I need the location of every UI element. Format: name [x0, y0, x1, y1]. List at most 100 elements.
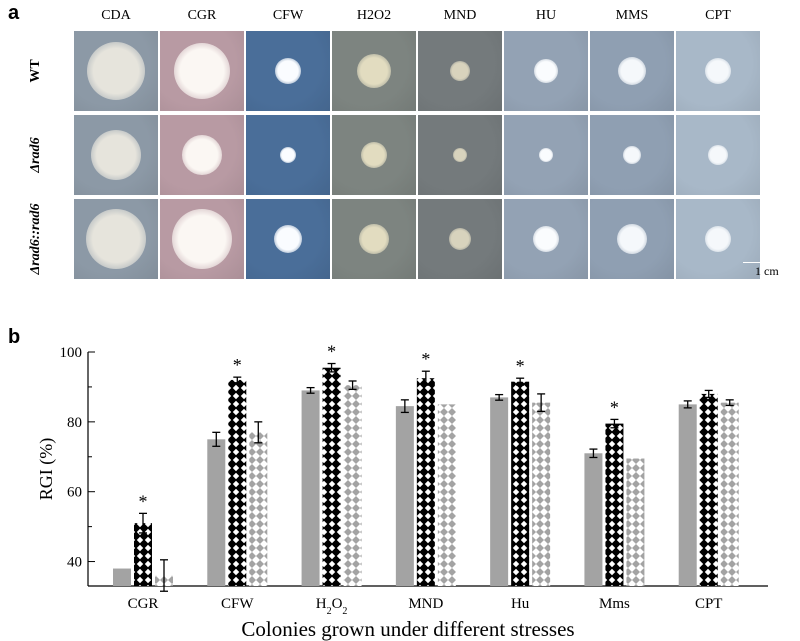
- y-tick-label: 60: [67, 485, 82, 501]
- colony: [449, 228, 471, 250]
- bar-cpt-s1: [699, 393, 718, 586]
- error-bar-h2o2-s2: [348, 380, 357, 391]
- bar-h2o2-s0: [301, 390, 320, 586]
- colony-cell-0-cfw: [246, 31, 330, 111]
- bar-hu-s0: [490, 397, 509, 586]
- colony-cell-2-mms: [590, 199, 674, 279]
- column-label-cpt: CPT: [705, 8, 731, 23]
- x-axis-label: Colonies grown under different stresses: [241, 617, 574, 641]
- error-bar-h2o2-s1: [327, 362, 336, 373]
- column-label-mnd: MND: [443, 8, 477, 23]
- error-bar-mms-s1: [610, 418, 619, 429]
- scale-bar: [743, 262, 793, 263]
- colony: [172, 209, 232, 269]
- colony: [357, 54, 391, 88]
- colony-cell-1-cda: [74, 115, 158, 195]
- colony-cell-1-cgr: [160, 115, 244, 195]
- column-label-hu: HU: [535, 8, 557, 23]
- x-tick-label-cpt: CPT: [695, 596, 723, 612]
- colony: [91, 130, 141, 180]
- colony: [617, 224, 647, 254]
- error-bar-h2o2-s0: [306, 386, 315, 394]
- colony: [280, 147, 296, 163]
- y-axis-label: RGI (%): [36, 438, 57, 500]
- bar-cgr-s0: [113, 568, 131, 586]
- bar-mnd-s0: [395, 406, 414, 586]
- colony: [533, 226, 559, 252]
- colony-cell-1-cpt: [676, 115, 760, 195]
- error-bar-cpt-s1: [704, 389, 713, 399]
- colony-cell-1-mms: [590, 115, 674, 195]
- column-label-h2o2: H2O2: [356, 8, 392, 23]
- colony-cell-2-cgr: [160, 199, 244, 279]
- bar-cpt-s0: [678, 404, 697, 586]
- bar-h2o2-s2: [343, 385, 362, 586]
- colony-cell-1-hu: [504, 115, 588, 195]
- colony-cell-0-mnd: [418, 31, 502, 111]
- significance-marker: *: [139, 491, 148, 511]
- significance-marker: *: [233, 355, 242, 375]
- x-tick-label-h2o2: H2O2: [316, 596, 348, 617]
- panel-a-label: a: [8, 2, 20, 24]
- bar-mms-s2: [626, 458, 645, 586]
- significance-marker: *: [327, 342, 336, 362]
- colony: [705, 58, 731, 84]
- error-bar-cfw-s0: [212, 431, 221, 447]
- colony: [182, 135, 222, 175]
- colony-cell-0-h2o2: [332, 31, 416, 111]
- error-bar-mms-s0: [589, 448, 598, 459]
- bar-mms-s1: [605, 423, 624, 586]
- x-tick-label-cfw: CFW: [221, 596, 254, 612]
- y-tick-label: 80: [67, 415, 82, 431]
- bar-hu-s1: [511, 381, 530, 586]
- error-bar-cpt-s0: [683, 400, 692, 409]
- colony-cell-2-cfw: [246, 199, 330, 279]
- bar-cfw-s1: [228, 379, 247, 586]
- column-label-mms: MMS: [615, 8, 649, 23]
- bar-cgr-s1: [134, 523, 152, 586]
- error-bar-cgr-s2: [160, 559, 168, 592]
- colony: [453, 148, 467, 162]
- panel-b-label: b: [8, 326, 21, 348]
- error-bar-cfw-s1: [233, 376, 242, 384]
- y-tick-label: 40: [67, 555, 82, 571]
- colony: [274, 225, 302, 253]
- colony-cell-1-cfw: [246, 115, 330, 195]
- error-bar-hu-s2: [537, 393, 546, 413]
- scale-bar-label: 1 cm: [755, 264, 779, 278]
- column-label-cgr: CGR: [187, 8, 217, 23]
- colony-cell-2-mnd: [418, 199, 502, 279]
- error-bar-hu-s0: [495, 393, 504, 401]
- x-tick-label-cgr: CGR: [128, 596, 159, 612]
- colony: [539, 148, 553, 162]
- colony-cell-0-cpt: [676, 31, 760, 111]
- colony: [275, 58, 301, 84]
- colony: [86, 209, 146, 269]
- column-label-cfw: CFW: [272, 8, 304, 23]
- y-tick-label: 100: [60, 345, 83, 361]
- significance-marker: *: [516, 356, 525, 376]
- x-tick-label-mnd: MND: [408, 596, 443, 612]
- error-bar-mnd-s1: [421, 370, 430, 386]
- colony-cell-1-mnd: [418, 115, 502, 195]
- significance-marker: *: [610, 397, 619, 417]
- bar-mnd-s1: [416, 378, 435, 586]
- colony-cell-0-mms: [590, 31, 674, 111]
- bar-mnd-s2: [437, 404, 456, 586]
- colony-cell-2-cda: [74, 199, 158, 279]
- colony-cell-2-h2o2: [332, 199, 416, 279]
- significance-marker: *: [421, 349, 430, 369]
- bar-cpt-s2: [720, 402, 739, 586]
- colony-cell-1-h2o2: [332, 115, 416, 195]
- column-label-cda: CDA: [101, 8, 131, 23]
- colony: [623, 146, 641, 164]
- bar-mms-s0: [584, 453, 603, 586]
- bar-cfw-s0: [207, 439, 226, 586]
- x-tick-label-hu: Hu: [511, 596, 530, 612]
- bar-hu-s2: [532, 402, 551, 586]
- error-bar-cpt-s2: [725, 399, 734, 407]
- colony: [534, 59, 558, 83]
- colony: [450, 61, 470, 81]
- colony-cell-0-hu: [504, 31, 588, 111]
